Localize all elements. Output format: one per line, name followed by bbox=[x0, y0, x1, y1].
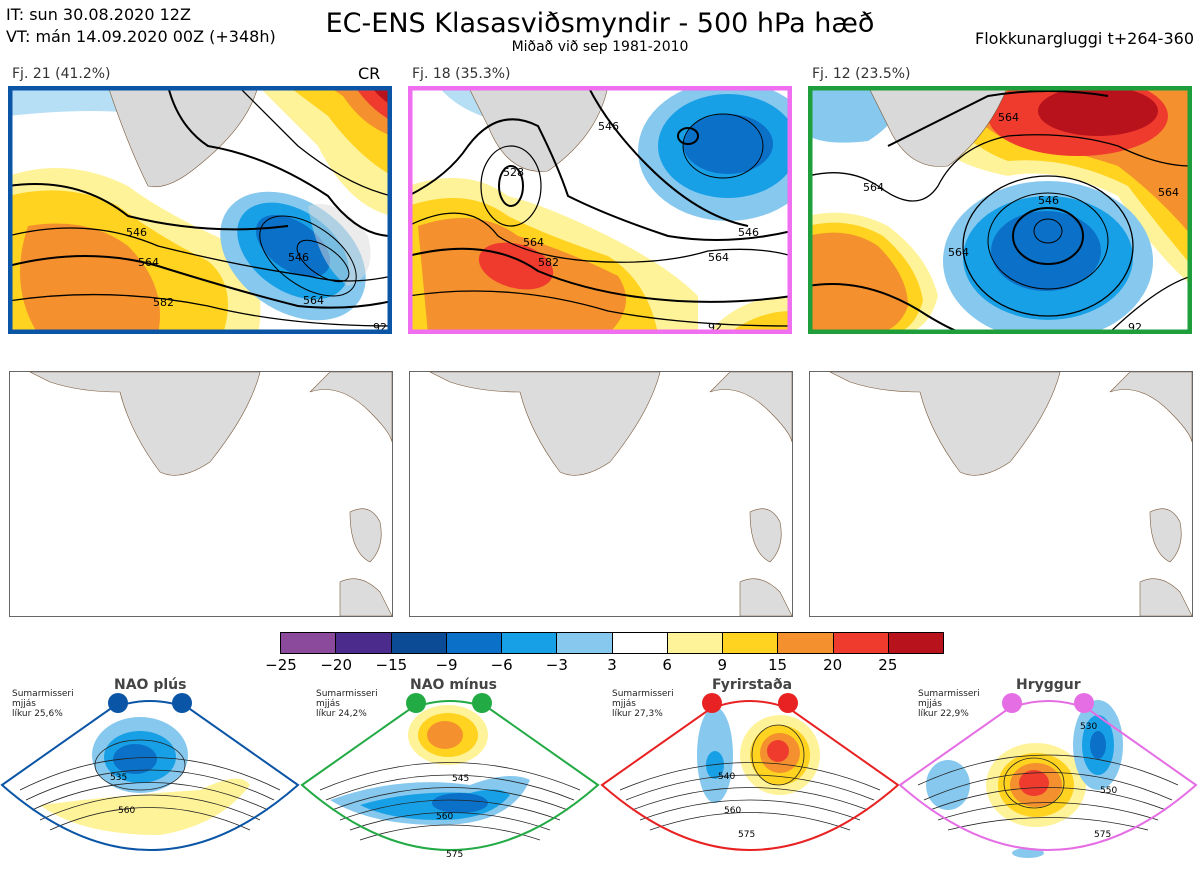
colorbar-swatch bbox=[667, 633, 723, 653]
cluster-1-contour-label-5: 564 bbox=[303, 294, 324, 307]
cluster-2-contour-label-2: 546 bbox=[598, 120, 619, 133]
empty-map-1 bbox=[9, 371, 393, 617]
regime-2-marker-left bbox=[406, 693, 426, 713]
cluster-3-label: Fj. 12 (23.5%) bbox=[812, 66, 911, 82]
svg-text:560: 560 bbox=[118, 806, 135, 816]
svg-text:575: 575 bbox=[1094, 830, 1111, 840]
cluster-3-contour-label-1: 564 bbox=[998, 111, 1019, 124]
regime-2-map: 545 560 575 bbox=[300, 700, 600, 860]
cluster-2-contour-label-6: 564 bbox=[708, 251, 729, 264]
cluster-1-contour-label-2: 564 bbox=[138, 256, 159, 269]
colorbar-tick-label: 20 bbox=[823, 656, 843, 674]
regimes-row: NAO plús Sumarmisseri mjjás líkur 25,6% 53… bbox=[0, 675, 1200, 871]
regime-2-title: NAO mínus bbox=[410, 677, 497, 693]
colorbar-tick-label: −3 bbox=[545, 656, 568, 674]
initial-time: IT: sun 30.08.2020 12Z bbox=[6, 5, 191, 24]
svg-text:575: 575 bbox=[738, 830, 755, 840]
regime-2-note: Sumarmisseri mjjás líkur 24,2% bbox=[316, 689, 378, 719]
cluster-2-map: 528 546 564 582 546 564 92 bbox=[408, 86, 792, 334]
colorbar-swatch bbox=[446, 633, 502, 653]
svg-text:540: 540 bbox=[718, 772, 735, 782]
svg-text:560: 560 bbox=[436, 812, 453, 822]
colorbar-tick-label: 3 bbox=[607, 656, 617, 674]
svg-text:560: 560 bbox=[724, 806, 741, 816]
regime-3-title: Fyrirstaða bbox=[712, 677, 793, 693]
cluster-3-frame bbox=[808, 86, 1192, 334]
regime-4-marker-left bbox=[1002, 693, 1022, 713]
regime-4-title: Hryggur bbox=[1016, 677, 1081, 693]
colorbar-tick-label: −9 bbox=[435, 656, 458, 674]
regime-4-map: 530 550 575 bbox=[898, 700, 1198, 858]
cluster-1-frame bbox=[8, 86, 392, 334]
colorbar-tick-label: 15 bbox=[767, 656, 788, 674]
regime-1-title: NAO plús bbox=[114, 677, 187, 693]
colorbar-tick-label: −25 bbox=[265, 656, 297, 674]
regime-3-marker-left bbox=[702, 693, 722, 713]
cluster-3-contour-label-3: 546 bbox=[1038, 194, 1059, 207]
colorbar-swatch bbox=[778, 633, 834, 653]
valid-time: VT: mán 14.09.2020 00Z (+348h) bbox=[6, 27, 276, 46]
regime-3-note: Sumarmisseri mjjás líkur 27,3% bbox=[612, 689, 674, 719]
cluster-2-contour-label-1: 528 bbox=[503, 166, 524, 179]
colorbar-swatch bbox=[612, 633, 668, 653]
cluster-2-frame bbox=[408, 86, 792, 334]
colorbar-tick-label: 25 bbox=[878, 656, 898, 674]
cluster-1-contour-label-4: 546 bbox=[288, 251, 309, 264]
cluster-1-contour-label-1: 546 bbox=[126, 226, 147, 239]
regime-3-marker-right bbox=[778, 693, 798, 713]
cluster-3-contour-label-4: 564 bbox=[948, 246, 969, 259]
cluster-2-contour-label-3: 564 bbox=[523, 236, 544, 249]
page-title: EC-ENS Klasasviðsmyndir - 500 hPa hæð bbox=[325, 8, 875, 39]
regime-2-marker-right bbox=[472, 693, 492, 713]
svg-text:535: 535 bbox=[110, 773, 127, 783]
empty-map-3 bbox=[809, 371, 1193, 617]
cluster-1-map: 546 564 582 546 564 92 bbox=[8, 86, 392, 334]
regime-4-note: Sumarmisseri mjjás líkur 22,9% bbox=[918, 689, 980, 719]
svg-text:545: 545 bbox=[452, 774, 469, 784]
cluster-window: Flokkunargluggi t+264-360 bbox=[975, 29, 1194, 48]
cluster-1-label: Fj. 21 (41.2%) bbox=[12, 66, 111, 82]
colorbar-tick-label: 9 bbox=[717, 656, 728, 674]
cluster-2-contour-label-5: 546 bbox=[738, 226, 759, 239]
cluster-3-map: 564 564 546 564 564 92 bbox=[808, 86, 1192, 334]
regime-1-map: 535 560 bbox=[0, 700, 300, 851]
cluster-1-tag: CR bbox=[358, 64, 381, 83]
colorbar-swatch bbox=[723, 633, 779, 653]
colorbar-swatch bbox=[336, 633, 392, 653]
colorbar-swatch bbox=[281, 633, 337, 653]
regime-1-marker-right bbox=[172, 693, 192, 713]
regime-1-marker-left bbox=[108, 693, 128, 713]
page-subtitle: Miðað við sep 1981-2010 bbox=[511, 39, 689, 55]
cluster-2-contour-label-4: 582 bbox=[538, 256, 559, 269]
regime-3-map: 540 560 575 bbox=[600, 700, 900, 851]
cluster-2-label: Fj. 18 (35.3%) bbox=[412, 66, 511, 82]
regime-1-note: Sumarmisseri mjjás líkur 25,6% bbox=[12, 689, 74, 719]
run-info: IT: sun 30.08.2020 12Z VT: mán 14.09.202… bbox=[6, 4, 276, 48]
colorbar bbox=[280, 632, 944, 654]
colorbar-swatch bbox=[833, 633, 889, 653]
regime-4-marker-right bbox=[1074, 693, 1094, 713]
colorbar-tick-label: −6 bbox=[490, 656, 513, 674]
cluster-1-contour-label-3: 582 bbox=[153, 296, 174, 309]
empty-map-2 bbox=[409, 371, 793, 617]
cluster-3-contour-label-5: 564 bbox=[1158, 186, 1179, 199]
svg-text:530: 530 bbox=[1080, 722, 1097, 732]
colorbar-tick-label: −20 bbox=[320, 656, 352, 674]
svg-text:550: 550 bbox=[1100, 786, 1117, 796]
cluster-3-contour-label-2: 564 bbox=[863, 181, 884, 194]
colorbar-tick-label: −15 bbox=[375, 656, 408, 674]
svg-text:575: 575 bbox=[446, 850, 463, 860]
colorbar-swatch bbox=[557, 633, 613, 653]
colorbar-swatch bbox=[888, 633, 943, 653]
colorbar-swatch bbox=[391, 633, 447, 653]
colorbar-tick-label: 6 bbox=[662, 656, 672, 674]
colorbar-swatch bbox=[502, 633, 558, 653]
